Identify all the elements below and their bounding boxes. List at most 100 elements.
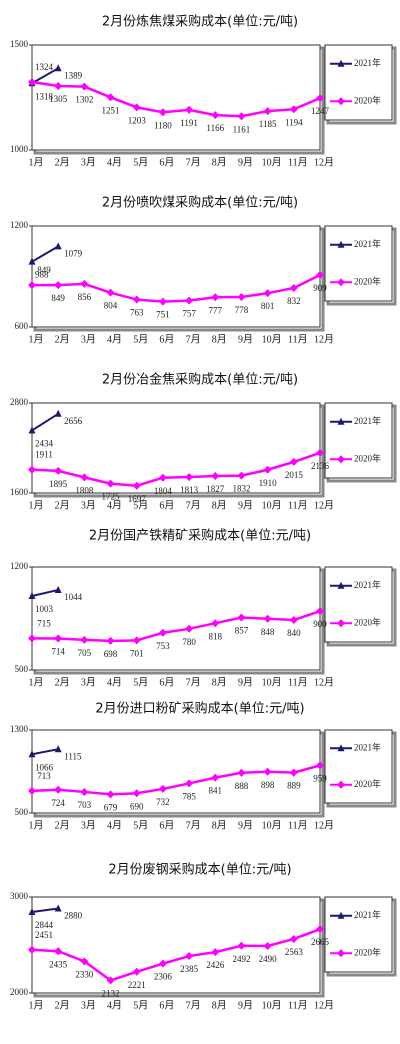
diamond-marker [263, 465, 272, 474]
data-label: 1827 [206, 484, 225, 494]
y-tick-label: 2800 [10, 397, 29, 407]
data-label: 724 [51, 798, 65, 808]
series-line [31, 927, 321, 982]
data-label: 705 [78, 648, 92, 658]
x-tick-label: 4月 [107, 333, 122, 345]
chart-title: 2月份冶金焦采购成本(单位:元/吨) [102, 372, 298, 388]
series-line [31, 907, 59, 913]
x-tick-label: 12月 [314, 999, 334, 1011]
data-label: 785 [182, 791, 196, 801]
x-tick-label: 2月 [55, 156, 70, 168]
data-label: 2434 [35, 439, 54, 449]
data-label: 1079 [64, 248, 83, 258]
x-tick-label: 9月 [238, 676, 253, 688]
diamond-marker [54, 634, 63, 643]
chart-title: 2月份喷吹煤采购成本(单位:元/吨) [102, 195, 298, 211]
x-tick-label: 1月 [29, 333, 44, 345]
triangle-marker [28, 591, 36, 599]
diamond-marker [106, 479, 115, 488]
chart-title: 2月份炼焦煤采购成本(单位:元/吨) [102, 14, 298, 30]
x-tick-label: 7月 [186, 819, 201, 831]
x-tick-label: 8月 [212, 333, 227, 345]
diamond-marker [132, 295, 141, 304]
data-label: 2136 [311, 461, 330, 471]
diamond-marker [237, 471, 246, 480]
diamond-marker [158, 473, 167, 482]
legend-label: 2021年 [354, 579, 381, 590]
x-tick-label: 6月 [159, 333, 174, 345]
data-label: 2015 [285, 470, 304, 480]
data-label: 1832 [232, 484, 250, 494]
x-tick-label: 3月 [81, 333, 96, 345]
data-label: 1115 [64, 751, 82, 761]
diamond-marker [28, 465, 36, 474]
series-line [31, 245, 59, 263]
diamond-marker [80, 82, 89, 91]
triangle-marker [28, 907, 36, 915]
x-tick-label: 8月 [212, 676, 227, 688]
diamond-marker [80, 957, 89, 966]
x-tick-label: 7月 [186, 999, 201, 1011]
x-tick-label: 7月 [186, 333, 201, 345]
diamond-marker [289, 934, 298, 943]
triangle-marker [337, 744, 345, 752]
triangle-marker [28, 426, 36, 434]
diamond-marker [106, 976, 115, 985]
diamond-marker [132, 481, 141, 490]
x-tick-label: 11月 [288, 333, 308, 345]
x-tick-label: 10月 [262, 499, 282, 511]
diamond-marker [28, 634, 36, 643]
data-label: 2132 [102, 988, 120, 998]
x-tick-label: 12月 [314, 819, 334, 831]
diamond-marker [237, 293, 246, 302]
x-tick-label: 5月 [133, 333, 148, 345]
chart-title: 2月份进口粉矿采购成本(单位:元/吨) [95, 701, 304, 717]
data-label: 2492 [232, 954, 250, 964]
x-tick-label: 7月 [186, 499, 201, 511]
diamond-marker [337, 278, 345, 287]
triangle-marker [54, 409, 62, 417]
diamond-marker [80, 787, 89, 796]
legend-label: 2020年 [354, 778, 381, 789]
x-tick-label: 8月 [212, 999, 227, 1011]
x-tick-label: 2月 [55, 676, 70, 688]
x-tick-label: 6月 [159, 676, 174, 688]
series-line [31, 451, 321, 487]
diamond-marker [263, 107, 272, 116]
x-tick-label: 4月 [107, 676, 122, 688]
data-label: 804 [104, 301, 118, 311]
data-label: 713 [37, 771, 51, 781]
diamond-marker [211, 293, 220, 302]
data-label: 763 [130, 308, 144, 318]
triangle-marker [54, 745, 62, 753]
x-tick-label: 9月 [238, 333, 253, 345]
diamond-marker [28, 77, 36, 86]
diamond-marker [106, 636, 115, 645]
diamond-marker [337, 97, 345, 106]
diamond-marker [316, 607, 324, 616]
legend-box [324, 896, 393, 973]
series-line [31, 80, 321, 118]
triangle-marker [337, 417, 345, 425]
x-tick-label: 2月 [55, 499, 70, 511]
diamond-marker [337, 949, 345, 958]
data-label: 1191 [180, 118, 198, 128]
data-label: 2490 [259, 954, 278, 964]
data-label: 1895 [49, 479, 68, 489]
x-tick-label: 12月 [314, 499, 334, 511]
x-tick-label: 3月 [81, 499, 96, 511]
diamond-marker [185, 296, 194, 305]
diamond-marker [337, 619, 345, 628]
data-label: 2665 [311, 937, 330, 947]
data-label: 732 [156, 797, 170, 807]
data-label: 988 [35, 270, 49, 280]
x-tick-label: 2月 [55, 333, 70, 345]
data-label: 832 [287, 296, 301, 306]
data-label: 849 [37, 265, 51, 275]
y-tick-label: 2000 [10, 987, 29, 997]
diamond-marker [211, 619, 220, 628]
data-label: 778 [235, 305, 249, 315]
legend-label: 2021年 [354, 57, 381, 68]
data-label: 1185 [259, 119, 277, 129]
legend-label: 2020年 [354, 452, 381, 463]
